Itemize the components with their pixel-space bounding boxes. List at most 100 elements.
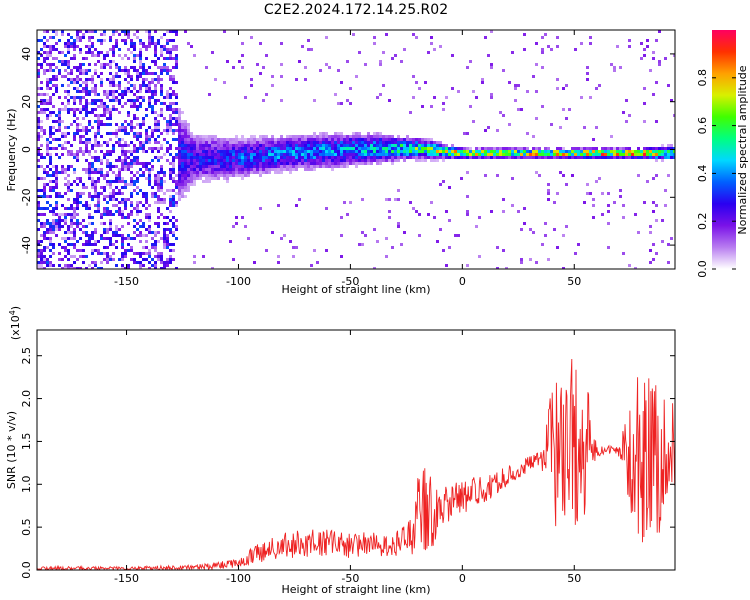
spectrogram-cell (73, 66, 76, 69)
spectrogram-cell (208, 135, 211, 138)
spectrogram-cell (634, 156, 637, 159)
spectrogram-cell (37, 93, 40, 96)
spectrogram-cell (175, 147, 178, 150)
spectrogram-cell (592, 147, 595, 150)
spectrogram-cell (313, 99, 316, 102)
spectrogram-cell (280, 159, 283, 162)
spectrogram-cell (649, 69, 652, 72)
spectrogram-cell (73, 96, 76, 99)
spectrogram-cell (133, 180, 136, 183)
spectrogram-cell (205, 165, 208, 168)
spectrogram-cell (37, 105, 40, 108)
spectrogram-cell (202, 255, 205, 258)
spectrogram-cell (403, 48, 406, 51)
spectrogram-cell (214, 135, 217, 138)
spectrogram-cell (562, 153, 565, 156)
spectrogram-cell (46, 87, 49, 90)
spectrogram-cell (289, 150, 292, 153)
spectrogram-cell (565, 153, 568, 156)
spectrogram-cell (328, 150, 331, 153)
spectrogram-cell (157, 156, 160, 159)
spectrogram-cell (400, 147, 403, 150)
spectrogram-cell (46, 174, 49, 177)
spectrogram-cell (205, 159, 208, 162)
spectrogram-cell (142, 84, 145, 87)
spectrogram-cell (109, 114, 112, 117)
spectrogram-cell (253, 261, 256, 264)
spectrogram-cell (40, 234, 43, 237)
spectrogram-x-label: Height of straight line (km) (281, 283, 430, 296)
spectrogram-cell (82, 87, 85, 90)
spectrogram-cell (133, 69, 136, 72)
spectrogram-cell (103, 33, 106, 36)
spectrogram-cell (187, 183, 190, 186)
spectrogram-cell (214, 144, 217, 147)
spectrogram-cell (181, 153, 184, 156)
spectrogram-cell (73, 255, 76, 258)
spectrogram-cell (130, 246, 133, 249)
spectrogram-cell (175, 54, 178, 57)
spectrogram-cell (340, 162, 343, 165)
spectrogram-cell (169, 30, 172, 33)
spectrogram-cell (85, 207, 88, 210)
spectrogram-cell (124, 150, 127, 153)
spectrogram-cell (82, 126, 85, 129)
spectrogram-cell (88, 216, 91, 219)
spectrogram-cell (286, 168, 289, 171)
spectrogram-cell (430, 105, 433, 108)
spectrogram-cell (139, 132, 142, 135)
spectrogram-cell (586, 156, 589, 159)
spectrogram-cell (409, 141, 412, 144)
spectrogram-cell (187, 129, 190, 132)
spectrogram-cell (439, 153, 442, 156)
spectrogram-cell (79, 237, 82, 240)
spectrogram-cell (70, 42, 73, 45)
spectrogram-cell (358, 144, 361, 147)
spectrogram-cell (148, 225, 151, 228)
spectrogram-cell (49, 180, 52, 183)
spectrogram-cell (583, 201, 586, 204)
spectrogram-cell (49, 78, 52, 81)
spectrogram-cell (523, 48, 526, 51)
spectrogram-cell (52, 171, 55, 174)
spectrogram-cell (55, 48, 58, 51)
spectrogram-cell (442, 180, 445, 183)
spectrogram-cell (382, 135, 385, 138)
spectrogram-cell (652, 51, 655, 54)
spectrogram-cell (430, 141, 433, 144)
spectrogram-cell (49, 114, 52, 117)
spectrogram-cell (286, 159, 289, 162)
spectrogram-cell (313, 159, 316, 162)
spectrogram-cell (544, 234, 547, 237)
spectrogram-cell (76, 78, 79, 81)
spectrogram-cell (166, 258, 169, 261)
spectrogram-cell (559, 147, 562, 150)
spectrogram-cell (535, 171, 538, 174)
spectrogram-cell (637, 150, 640, 153)
spectrogram-cell (238, 165, 241, 168)
spectrogram-cell (91, 102, 94, 105)
spectrogram-cell (148, 216, 151, 219)
spectrogram-cell (73, 87, 76, 90)
spectrogram-cell (193, 156, 196, 159)
spectrogram-cell (148, 87, 151, 90)
spectrogram-cell (445, 96, 448, 99)
spectrogram-cell (331, 147, 334, 150)
spectrogram-cell (619, 195, 622, 198)
spectrogram-cell (64, 60, 67, 63)
spectrogram-cell (106, 228, 109, 231)
spectrogram-cell (652, 147, 655, 150)
spectrogram-cell (61, 204, 64, 207)
spectrogram-cell (154, 261, 157, 264)
spectrogram-cell (106, 108, 109, 111)
spectrogram-cell (466, 132, 469, 135)
spectrogram-cell (52, 93, 55, 96)
spectrogram-cell (442, 150, 445, 153)
spectrogram-cell (172, 201, 175, 204)
spectrogram-cell (82, 204, 85, 207)
spectrogram-cell (628, 156, 631, 159)
spectrogram-cell (79, 249, 82, 252)
spectrogram-cell (151, 96, 154, 99)
spectrogram-cell (112, 78, 115, 81)
spectrogram-cell (79, 102, 82, 105)
